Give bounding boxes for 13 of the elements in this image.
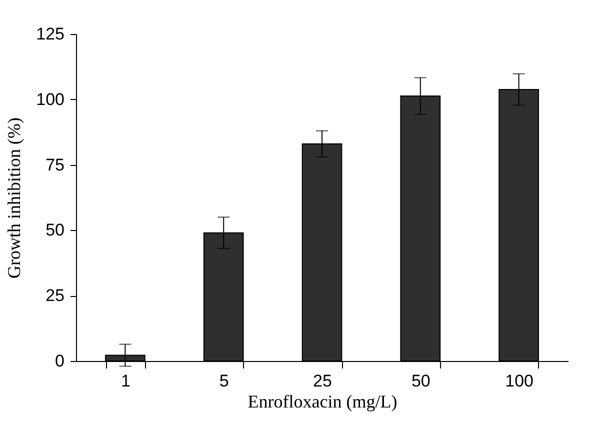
y-tick-label: 50: [46, 220, 64, 240]
y-tick-label: 0: [55, 352, 64, 370]
y-tick-label: 100: [36, 90, 64, 109]
x-tick-label: 5: [219, 372, 229, 390]
x-axis-title: Enrofloxacin (mg/L): [248, 392, 398, 412]
y-tick-label: 125: [36, 24, 64, 44]
y-tick-label: 75: [46, 155, 64, 174]
x-tick-label: 100: [505, 372, 534, 390]
y-axis-title: Growth inhibition (%): [4, 118, 24, 278]
x-tick-label: 50: [411, 372, 430, 390]
y-tick-label: 25: [46, 286, 64, 306]
x-tick-label: 1: [120, 372, 130, 390]
x-tick-label: 25: [313, 372, 332, 390]
